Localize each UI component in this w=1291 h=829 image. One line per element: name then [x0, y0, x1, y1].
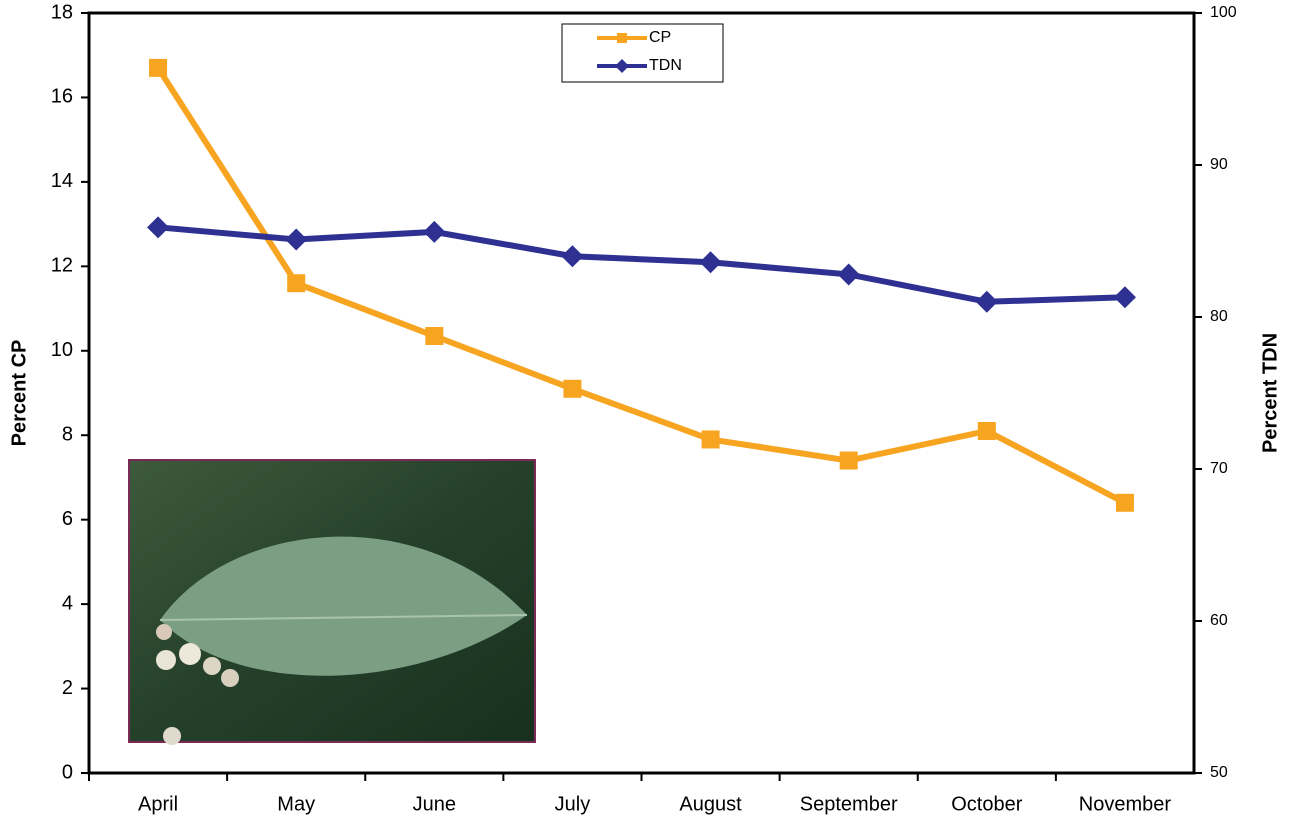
y-tick-label: 2 [62, 677, 73, 699]
point [701, 430, 720, 449]
point [147, 216, 170, 239]
y-tick-label: 18 [51, 1, 73, 23]
x-tick-label: May [277, 793, 315, 815]
point [149, 58, 168, 77]
x-tick-label: November [1079, 793, 1172, 815]
x-tick-label: October [951, 793, 1022, 815]
legend-marker [617, 33, 627, 43]
point [563, 379, 582, 398]
series-line [157, 224, 1126, 305]
point [285, 228, 308, 251]
point [975, 290, 998, 313]
legend [561, 23, 724, 83]
point [837, 263, 860, 286]
y2-tick-label: 50 [1210, 764, 1228, 781]
x-tick-label: July [555, 793, 591, 815]
y2-axis-title: Percent TDN [1259, 333, 1281, 453]
point [1113, 286, 1136, 309]
point [425, 327, 444, 345]
y-axis-title: Percent CP [8, 340, 30, 447]
y-tick-label: 16 [51, 86, 73, 108]
y-tick-label: 10 [51, 339, 73, 361]
point [839, 451, 858, 470]
y2-tick-label: 70 [1210, 460, 1228, 477]
y2-tick-label: 100 [1210, 4, 1237, 21]
y-tick-label: 8 [62, 424, 73, 446]
y2-tick-label: 90 [1210, 156, 1228, 173]
x-tick-label: April [138, 793, 178, 815]
point [423, 220, 446, 243]
x-tick-label: June [413, 793, 456, 815]
y-tick-label: 4 [62, 592, 73, 614]
point [287, 274, 306, 293]
series-line [155, 66, 1127, 506]
point [561, 245, 584, 268]
legend-marker [615, 59, 629, 73]
legend-label: TDN [649, 57, 682, 74]
y-tick-label: 6 [62, 508, 73, 530]
y2-tick-label: 60 [1210, 612, 1228, 629]
photo [128, 459, 536, 745]
legend-label: CP [649, 29, 671, 46]
y-tick-label: 12 [51, 255, 73, 277]
y2-tick-label: 80 [1210, 308, 1228, 325]
point [699, 251, 722, 274]
x-tick-label: September [800, 793, 898, 815]
y-tick-label: 0 [62, 761, 73, 783]
y-tick-label: 14 [51, 170, 73, 192]
point [977, 422, 996, 440]
x-tick-label: August [679, 793, 742, 815]
point [1115, 493, 1134, 512]
